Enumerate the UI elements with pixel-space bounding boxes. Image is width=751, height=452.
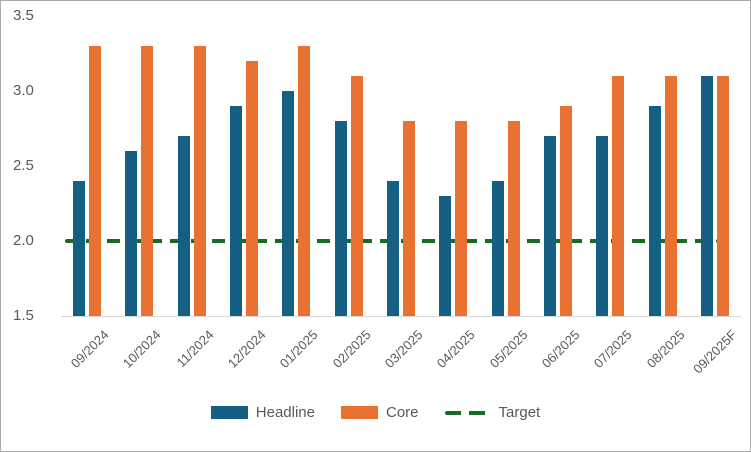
x-axis-label: 03/2025: [381, 327, 426, 371]
bar-core: [559, 106, 572, 316]
bar-core: [89, 46, 102, 316]
plot-area: [61, 16, 741, 317]
bar-headline: [282, 91, 295, 316]
bar-headline: [700, 76, 713, 316]
x-axis-label: 02/2025: [329, 327, 374, 371]
bar-headline: [648, 106, 661, 316]
target-dash-icon: [444, 410, 491, 415]
x-axis-label: 12/2024: [224, 327, 269, 371]
legend-label-headline: Headline: [255, 404, 315, 421]
bar-headline: [73, 181, 86, 316]
headline-swatch-icon: [210, 406, 248, 419]
x-axis-label: 10/2024: [120, 327, 165, 371]
bar-headline: [125, 151, 138, 316]
bar-headline: [543, 136, 556, 316]
y-tick-label: 2.0: [13, 232, 34, 249]
bar-headline: [387, 181, 399, 316]
x-axis-label: 11/2024: [173, 327, 217, 371]
x-axis-label: 09/2025F: [690, 327, 740, 377]
x-axis-label: 01/2025: [277, 327, 321, 371]
bar-headline: [177, 136, 190, 316]
bar-core: [298, 46, 311, 316]
legend-item-target: Target: [444, 404, 541, 421]
bar-core: [716, 76, 729, 316]
y-tick-label: 2.5: [13, 157, 34, 174]
bar-core: [507, 121, 520, 316]
bar-core: [664, 76, 677, 316]
x-axis-label: 06/2025: [538, 327, 583, 371]
legend: Headline Core Target: [1, 404, 750, 421]
legend-label-target: Target: [498, 404, 541, 421]
x-axis-label: 07/2025: [591, 327, 635, 371]
bar-core: [350, 76, 363, 316]
legend-item-headline: Headline: [210, 404, 315, 421]
y-axis: 3.5 3.0 2.5 2.0 1.5: [1, 7, 59, 324]
bar-headline: [230, 106, 243, 316]
bar-headline: [439, 196, 452, 316]
y-tick-label: 3.5: [13, 7, 34, 24]
x-axis-label: 04/2025: [434, 327, 478, 371]
bar-core: [141, 46, 154, 316]
x-axis-label: 09/2024: [67, 327, 112, 371]
bar-headline: [491, 181, 504, 316]
x-axis-label: 08/2025: [643, 327, 688, 371]
bar-core: [612, 76, 625, 316]
bar-headline: [596, 136, 609, 316]
bar-core: [455, 121, 468, 316]
core-swatch-icon: [341, 406, 378, 419]
legend-item-core: Core: [341, 404, 419, 421]
y-tick-label: 1.5: [13, 307, 34, 324]
x-axis-label: 05/2025: [486, 327, 531, 371]
bar-core: [246, 61, 259, 316]
bar-core: [193, 46, 206, 316]
legend-label-core: Core: [386, 404, 419, 421]
bar-headline: [334, 121, 347, 316]
bar-core: [403, 121, 415, 316]
y-tick-label: 3.0: [13, 82, 34, 99]
